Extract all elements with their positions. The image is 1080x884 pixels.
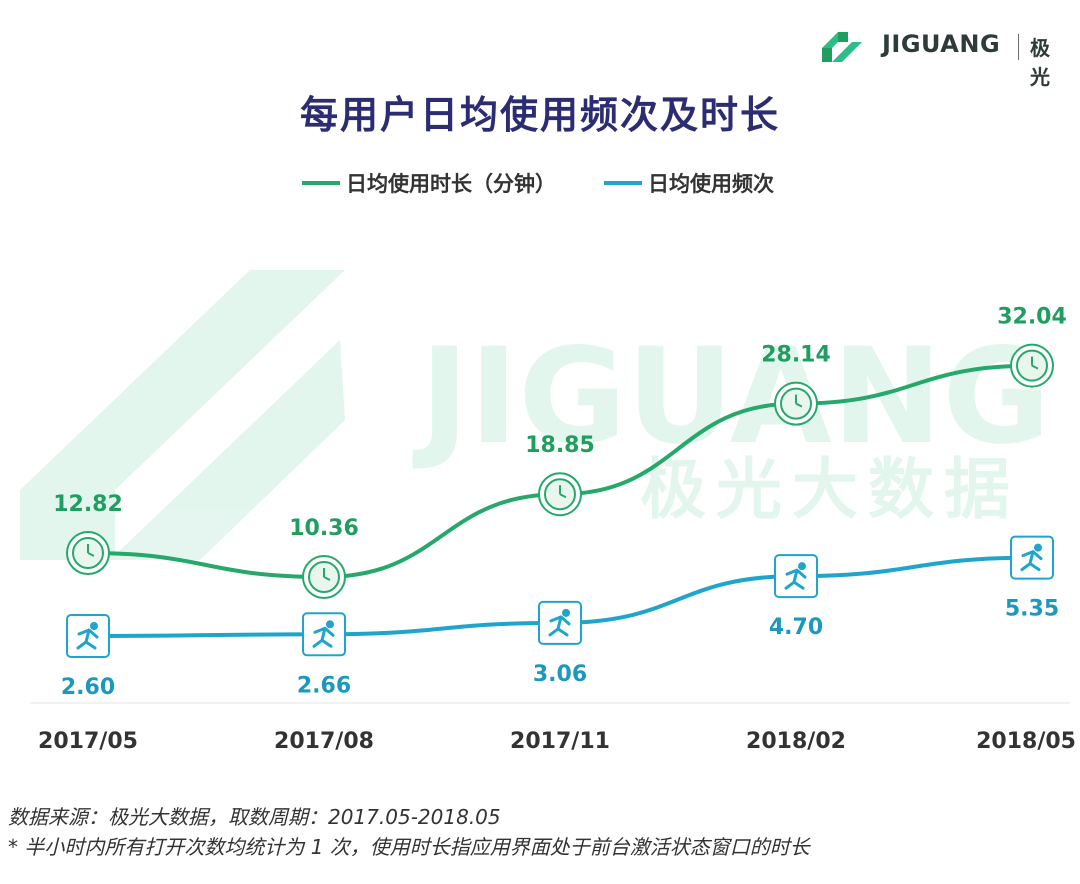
brand-name: JIGUANG — [882, 30, 1001, 58]
clock-icon — [66, 531, 110, 576]
runner-icon — [66, 614, 110, 658]
clock-icon — [1010, 343, 1054, 388]
watermark-latin-text: JIGUANG — [412, 320, 1051, 474]
markers-duration — [66, 343, 1054, 599]
runner-icon — [302, 612, 346, 657]
data-label-frequency: 2.66 — [297, 673, 351, 698]
clock-icon — [774, 381, 818, 426]
jiguang-logo-icon — [822, 32, 862, 62]
brand-logo: JIGUANG 极光 — [818, 22, 1068, 89]
clock-icon — [302, 555, 346, 599]
data-label-duration: 10.36 — [289, 516, 359, 541]
footnotes: 数据来源：极光大数据，取数周期：2017.05-2018.05 * 半小时内所有… — [8, 802, 810, 862]
data-label-duration: 28.14 — [761, 343, 831, 368]
markers-frequency — [66, 535, 1054, 658]
footnote: * 半小时内所有打开次数均统计为 1 次，使用时长指应用界面处于前台激活状态窗口… — [8, 835, 810, 859]
legend: 日均使用时长（分钟） 日均使用频次 — [302, 172, 774, 196]
x-tick-label: 2017/11 — [510, 729, 610, 754]
data-labels: 12.82 10.36 18.85 28.14 32.04 2.60 2.66 3.06 4.7… — [53, 305, 1067, 700]
legend-label-frequency: 日均使用频次 — [648, 172, 774, 196]
watermark: JIGUANG 极光大数据 — [20, 270, 1051, 560]
watermark-logo-icon — [20, 270, 345, 560]
legend-label-duration: 日均使用时长（分钟） — [346, 172, 556, 196]
data-label-duration: 32.04 — [997, 305, 1067, 330]
x-tick-label: 2017/05 — [38, 729, 138, 754]
clock-icon — [538, 472, 582, 517]
data-label-frequency: 2.60 — [61, 675, 115, 700]
brand-divider — [1018, 34, 1019, 60]
data-label-duration: 12.82 — [53, 492, 123, 517]
brand-name-cn: 极光 — [1030, 36, 1050, 89]
x-axis-ticks: 2017/05 2017/08 2017/11 2018/02 2018/05 — [38, 729, 1076, 754]
chart-title: 每用户日均使用频次及时长 — [299, 93, 780, 137]
x-tick-label: 2018/02 — [746, 729, 846, 754]
data-label-duration: 18.85 — [525, 433, 595, 458]
source-note: 数据来源：极光大数据，取数周期：2017.05-2018.05 — [8, 805, 501, 829]
x-tick-label: 2017/08 — [274, 729, 374, 754]
data-label-frequency: 4.70 — [769, 615, 823, 640]
x-tick-label: 2018/05 — [976, 729, 1076, 754]
data-label-frequency: 3.06 — [533, 662, 587, 687]
runner-icon — [1010, 535, 1054, 580]
runner-icon — [774, 554, 818, 599]
data-label-frequency: 5.35 — [1005, 597, 1059, 622]
runner-icon — [538, 600, 582, 645]
watermark-cn-text: 极光大数据 — [640, 451, 1020, 528]
